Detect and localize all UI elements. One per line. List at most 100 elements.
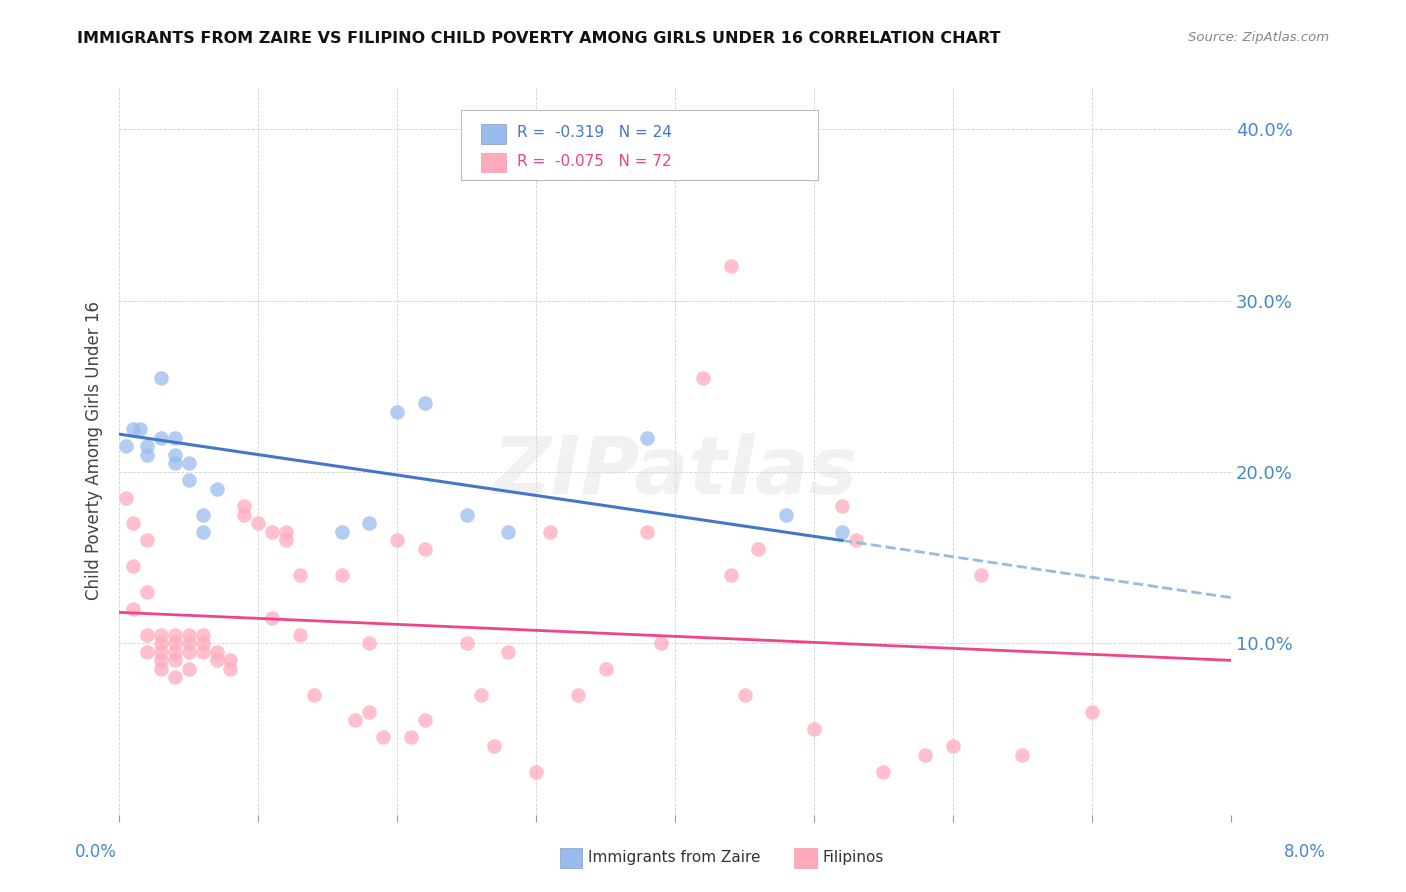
Point (942, 739, 965, 753)
Point (177, 627, 200, 641)
Y-axis label: Child Poverty Among Girls Under 16: Child Poverty Among Girls Under 16 (86, 301, 103, 600)
Point (177, 474, 200, 488)
Point (498, 645, 520, 659)
Point (262, 524, 284, 539)
Point (484, 739, 506, 753)
Point (205, 645, 228, 659)
Point (288, 627, 311, 641)
Point (498, 524, 520, 539)
Point (191, 508, 214, 522)
Text: Immigrants from Zaire: Immigrants from Zaire (588, 850, 761, 864)
Point (359, 516, 381, 531)
Point (177, 456, 200, 470)
Point (359, 636, 381, 650)
Point (177, 636, 200, 650)
Point (595, 662, 617, 676)
Point (163, 636, 186, 650)
Point (288, 567, 311, 582)
Point (385, 405, 408, 419)
Point (747, 541, 769, 556)
Text: IMMIGRANTS FROM ZAIRE VS FILIPINO CHILD POVERTY AMONG GIRLS UNDER 16 CORRELATION: IMMIGRANTS FROM ZAIRE VS FILIPINO CHILD … (77, 31, 1001, 46)
Point (115, 439, 138, 453)
Text: R =  -0.075   N = 72: R = -0.075 N = 72 (517, 154, 672, 169)
Point (803, 722, 825, 736)
Point (115, 491, 138, 505)
Point (413, 396, 436, 410)
Point (330, 567, 353, 582)
Point (831, 524, 853, 539)
Point (413, 714, 436, 728)
Text: R =  -0.319   N = 24: R = -0.319 N = 24 (517, 126, 672, 140)
Point (163, 448, 186, 462)
Point (149, 370, 172, 384)
Point (456, 508, 478, 522)
Point (219, 653, 242, 667)
Point (163, 653, 186, 667)
Point (163, 671, 186, 685)
Point (538, 524, 561, 539)
Point (456, 636, 478, 650)
Point (734, 688, 756, 702)
Point (233, 499, 256, 513)
Point (163, 431, 186, 445)
Text: Source: ZipAtlas.com: Source: ZipAtlas.com (1188, 31, 1329, 45)
Point (191, 636, 214, 650)
Point (330, 524, 353, 539)
Point (129, 422, 152, 436)
Point (359, 705, 381, 719)
Point (274, 533, 297, 548)
Point (122, 559, 145, 574)
Point (524, 764, 547, 779)
Point (149, 627, 172, 641)
Point (122, 602, 145, 616)
Point (567, 688, 589, 702)
Point (247, 516, 270, 531)
Point (373, 731, 395, 745)
Point (692, 370, 714, 384)
Point (136, 439, 159, 453)
Point (872, 764, 894, 779)
Point (136, 533, 159, 548)
Point (636, 524, 658, 539)
Point (191, 645, 214, 659)
Point (775, 508, 797, 522)
Point (136, 627, 159, 641)
Point (636, 431, 658, 445)
Point (219, 662, 242, 676)
Point (720, 567, 742, 582)
Point (831, 499, 853, 513)
Point (149, 653, 172, 667)
Point (720, 260, 742, 274)
Text: 8.0%: 8.0% (1284, 843, 1326, 861)
Point (149, 645, 172, 659)
Point (149, 662, 172, 676)
Point (274, 524, 297, 539)
Point (970, 567, 993, 582)
Text: Filipinos: Filipinos (823, 850, 884, 864)
Point (262, 610, 284, 624)
Point (149, 431, 172, 445)
Point (914, 747, 936, 762)
Point (163, 456, 186, 470)
Point (149, 636, 172, 650)
Text: ZIPatlas: ZIPatlas (492, 434, 858, 511)
Point (470, 688, 492, 702)
Point (177, 645, 200, 659)
Point (302, 688, 325, 702)
Point (163, 645, 186, 659)
Point (122, 422, 145, 436)
Point (845, 533, 868, 548)
Point (399, 731, 422, 745)
Point (136, 584, 159, 599)
Point (385, 533, 408, 548)
Point (163, 627, 186, 641)
Point (1011, 747, 1033, 762)
Point (122, 516, 145, 531)
Point (205, 653, 228, 667)
Point (177, 662, 200, 676)
Point (191, 524, 214, 539)
Text: 0.0%: 0.0% (75, 843, 117, 861)
Point (650, 636, 672, 650)
Point (191, 627, 214, 641)
Point (344, 714, 367, 728)
